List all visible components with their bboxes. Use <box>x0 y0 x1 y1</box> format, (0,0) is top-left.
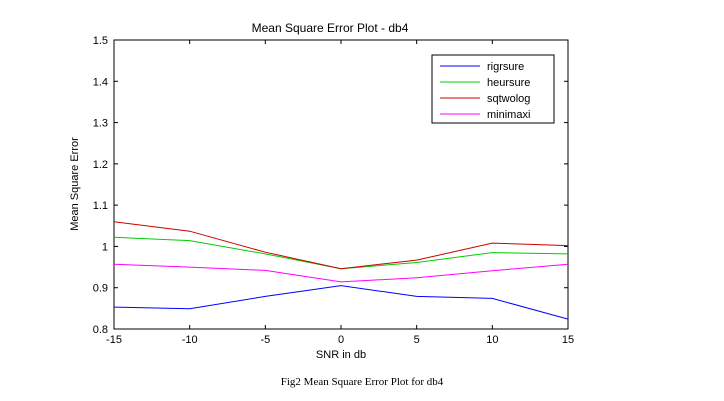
y-tick-label: 1.1 <box>93 200 108 212</box>
y-tick-label: 1.4 <box>93 76 108 88</box>
legend: rigrsure heursure sqtwolog minimaxi <box>431 54 555 124</box>
x-tick-label: -5 <box>260 334 270 346</box>
series-lines <box>113 221 569 320</box>
series-line-sqtwolog <box>113 221 569 270</box>
y-tick-label: 1.3 <box>93 118 108 130</box>
x-tick-label: 5 <box>414 334 420 346</box>
figure-caption: Fig2 Mean Square Error Plot for db4 <box>280 376 444 388</box>
x-tick-label: 15 <box>562 334 574 346</box>
x-tick-label: 0 <box>338 334 344 346</box>
legend-entry-minimaxi: minimaxi <box>487 109 530 121</box>
x-tick-label: -15 <box>106 334 122 346</box>
x-tick-label: -10 <box>182 334 198 346</box>
y-tick-label: 1 <box>102 241 108 253</box>
y-tick-label: 1.2 <box>93 159 108 171</box>
legend-entry-rigrsure: rigrsure <box>487 61 524 73</box>
y-tick-label: 0.9 <box>93 283 108 295</box>
axis-ticks: -15 -10 -5 0 5 10 15 0.8 0.9 1 1.1 1.2 1.3 1.4 1.5 <box>93 35 574 346</box>
y-axis-label: Mean Square Error <box>69 137 81 231</box>
chart-title: Mean Square Error Plot - db4 <box>252 21 409 35</box>
series-line-rigrsure <box>113 285 569 320</box>
x-axis-label: SNR in db <box>316 349 366 361</box>
legend-entry-sqtwolog: sqtwolog <box>487 93 530 105</box>
x-tick-label: 10 <box>486 334 498 346</box>
series-line-minimaxi <box>113 263 569 283</box>
legend-entry-heursure: heursure <box>487 77 530 89</box>
y-tick-label: 0.8 <box>93 324 108 336</box>
y-tick-label: 1.5 <box>93 35 108 47</box>
